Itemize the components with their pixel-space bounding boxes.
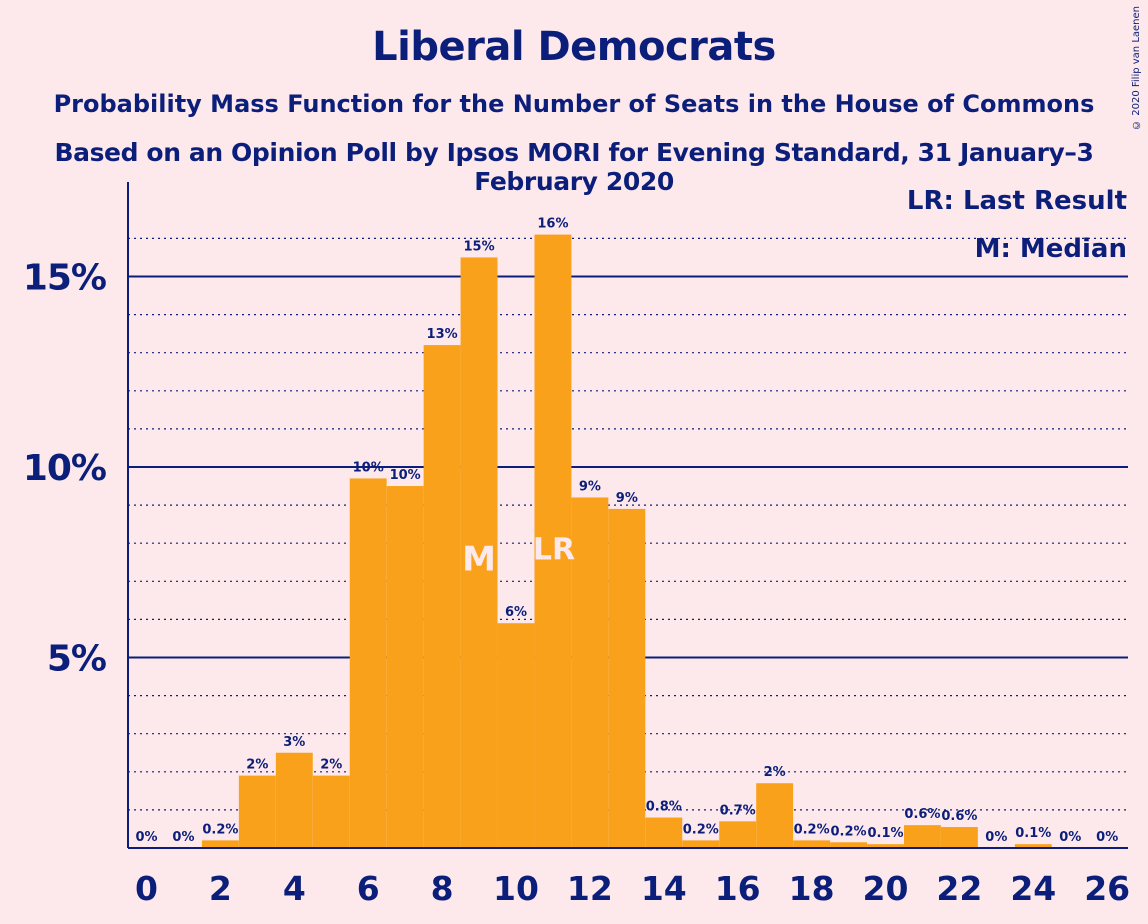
legend: LR: Last Result M: Median [907, 186, 1127, 264]
bar-seat-22 [940, 827, 978, 848]
bar-seat-7 [386, 486, 424, 848]
bar-value-label: 0% [1096, 830, 1118, 845]
bar-value-label: 0% [1059, 830, 1081, 845]
x-tick-label: 8 [431, 869, 454, 908]
bar-value-label: 6% [505, 605, 527, 620]
x-tick-label: 10 [493, 869, 539, 908]
bar-value-label: 0.1% [1015, 826, 1051, 841]
chart-subtitle: Probability Mass Function for the Number… [53, 90, 1095, 118]
x-tick-label: 4 [283, 869, 306, 908]
legend-median: M: Median [975, 234, 1127, 264]
bar-value-label: 15% [463, 239, 494, 254]
bar-labels: 0% 0%0.2%2%3%2%10%10%13%15%6%16%9%9%0.8%0… [135, 217, 1118, 845]
last-result-marker: LR [533, 533, 575, 568]
bar-seat-15 [682, 840, 720, 848]
bar-value-label: 2% [320, 758, 342, 773]
bar-value-label: 9% [579, 479, 601, 494]
bar-seat-14 [645, 817, 683, 848]
x-tick-label: 24 [1010, 869, 1056, 908]
bar-value-label: 0% [172, 830, 194, 845]
axes: 5%10%15%0 2 4 6 8 10 12 14 16 18 20 22 24 26 [23, 182, 1130, 908]
bar-markers: M LR [462, 533, 575, 580]
bar-seat-4 [275, 752, 313, 848]
chart-title: Liberal Democrats [372, 24, 776, 70]
x-tick-label: 20 [863, 869, 909, 908]
bar-value-label: 9% [616, 491, 638, 506]
bar-seat-20 [867, 844, 904, 848]
bar-seat-18 [793, 840, 831, 848]
bar-series [201, 234, 1052, 849]
bar-value-label: 10% [390, 468, 421, 483]
bar-value-label: 0.6% [941, 809, 977, 824]
x-tick-label: 6 [357, 869, 380, 908]
x-tick-label: 16 [715, 869, 761, 908]
bar-seat-10 [497, 623, 535, 848]
bar-value-label: 0.7% [720, 803, 756, 818]
bar-value-label: 0.2% [202, 822, 238, 837]
bar-value-label: 16% [537, 217, 568, 232]
x-tick-label: 14 [641, 869, 687, 908]
median-marker: M [462, 539, 496, 579]
bar-value-label: 0.1% [867, 826, 903, 841]
bar-seat-17 [756, 783, 794, 848]
bar-value-label: 3% [283, 735, 305, 750]
bar-seat-13 [608, 508, 646, 848]
legend-last-result: LR: Last Result [907, 186, 1127, 216]
bar-seat-11 [534, 234, 572, 849]
bar-value-label: 0.6% [904, 807, 940, 822]
bar-value-label: 10% [353, 460, 384, 475]
bar-seat-8 [423, 345, 461, 848]
bar-value-label: 2% [764, 765, 786, 780]
bar-value-label: 0.2% [683, 822, 719, 837]
bar-seat-2 [201, 840, 239, 848]
bar-seat-24 [1014, 844, 1052, 848]
chart-source: Based on an Opinion Poll by Ipsos MORI f… [54, 138, 1094, 196]
y-tick-label: 5% [47, 639, 106, 680]
x-tick-label: 18 [789, 869, 835, 908]
bar-seat-3 [238, 775, 276, 848]
bar-seat-19 [830, 842, 867, 848]
bar-value-label: 0.2% [831, 824, 867, 839]
bar-seat-9 [460, 257, 498, 848]
y-tick-label: 10% [23, 448, 106, 489]
bar-seat-16 [719, 821, 757, 848]
x-tick-label: 22 [936, 869, 982, 908]
x-tick-label: 12 [567, 869, 613, 908]
bar-seat-5 [312, 775, 350, 848]
bar-value-label: 0.8% [646, 800, 682, 815]
bar-seat-6 [349, 478, 387, 848]
bar-value-label: 13% [427, 327, 458, 342]
bar-value-label: 2% [246, 758, 268, 773]
bar-value-label: 0% [135, 830, 157, 845]
x-tick-label: 26 [1084, 869, 1130, 908]
bar-value-label: 0% [985, 830, 1007, 845]
x-tick-label: 0 [135, 869, 158, 908]
x-tick-label: 2 [209, 869, 232, 908]
bar-seat-12 [571, 497, 609, 848]
bar-value-label: 0.2% [794, 822, 830, 837]
bar-seat-21 [904, 825, 941, 848]
y-tick-label: 15% [23, 258, 106, 299]
